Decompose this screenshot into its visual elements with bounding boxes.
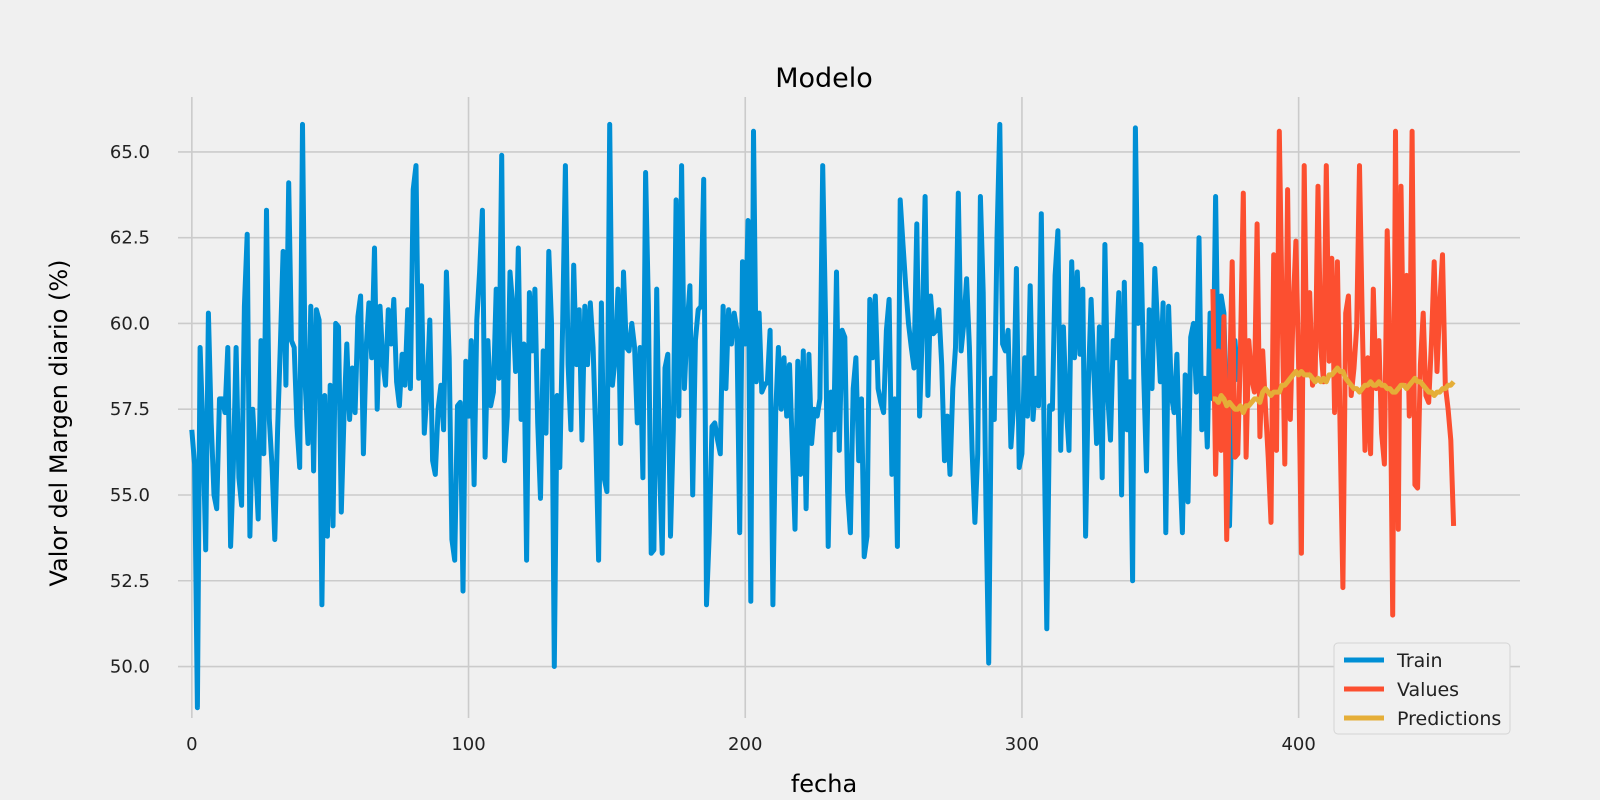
legend: Train Values Predictions [1333, 642, 1511, 735]
x-tick-label: 200 [728, 734, 762, 755]
legend-label: Train [1396, 650, 1443, 672]
legend-label: Predictions [1397, 708, 1501, 730]
series-line-predictions [1212, 365, 1456, 416]
series-lines [189, 121, 1457, 711]
y-axis-label: Valor del Margen diario (%) [45, 259, 73, 586]
chart-title: Modelo [775, 63, 873, 94]
y-tick-labels: 50.0 52.5 55.0 57.5 60.0 62.5 65.0 [110, 142, 150, 678]
y-tick-label: 57.5 [110, 399, 150, 420]
legend-box [1333, 642, 1511, 735]
y-tick-label: 52.5 [110, 571, 150, 592]
y-tick-label: 62.5 [110, 228, 150, 249]
y-tick-label: 55.0 [110, 485, 150, 506]
x-tick-label: 0 [186, 734, 197, 755]
x-axis-label: fecha [791, 770, 857, 798]
x-tick-label: 100 [451, 734, 485, 755]
x-tick-labels: 0 100 200 300 400 [186, 734, 1316, 755]
series-line-values [1210, 128, 1457, 618]
series-line-train [189, 121, 1241, 711]
y-tick-label: 50.0 [110, 657, 150, 678]
x-tick-label: 400 [1281, 734, 1315, 755]
x-tick-label: 300 [1005, 734, 1039, 755]
legend-label: Values [1397, 679, 1459, 701]
y-tick-label: 65.0 [110, 142, 150, 163]
y-tick-label: 60.0 [110, 313, 150, 334]
